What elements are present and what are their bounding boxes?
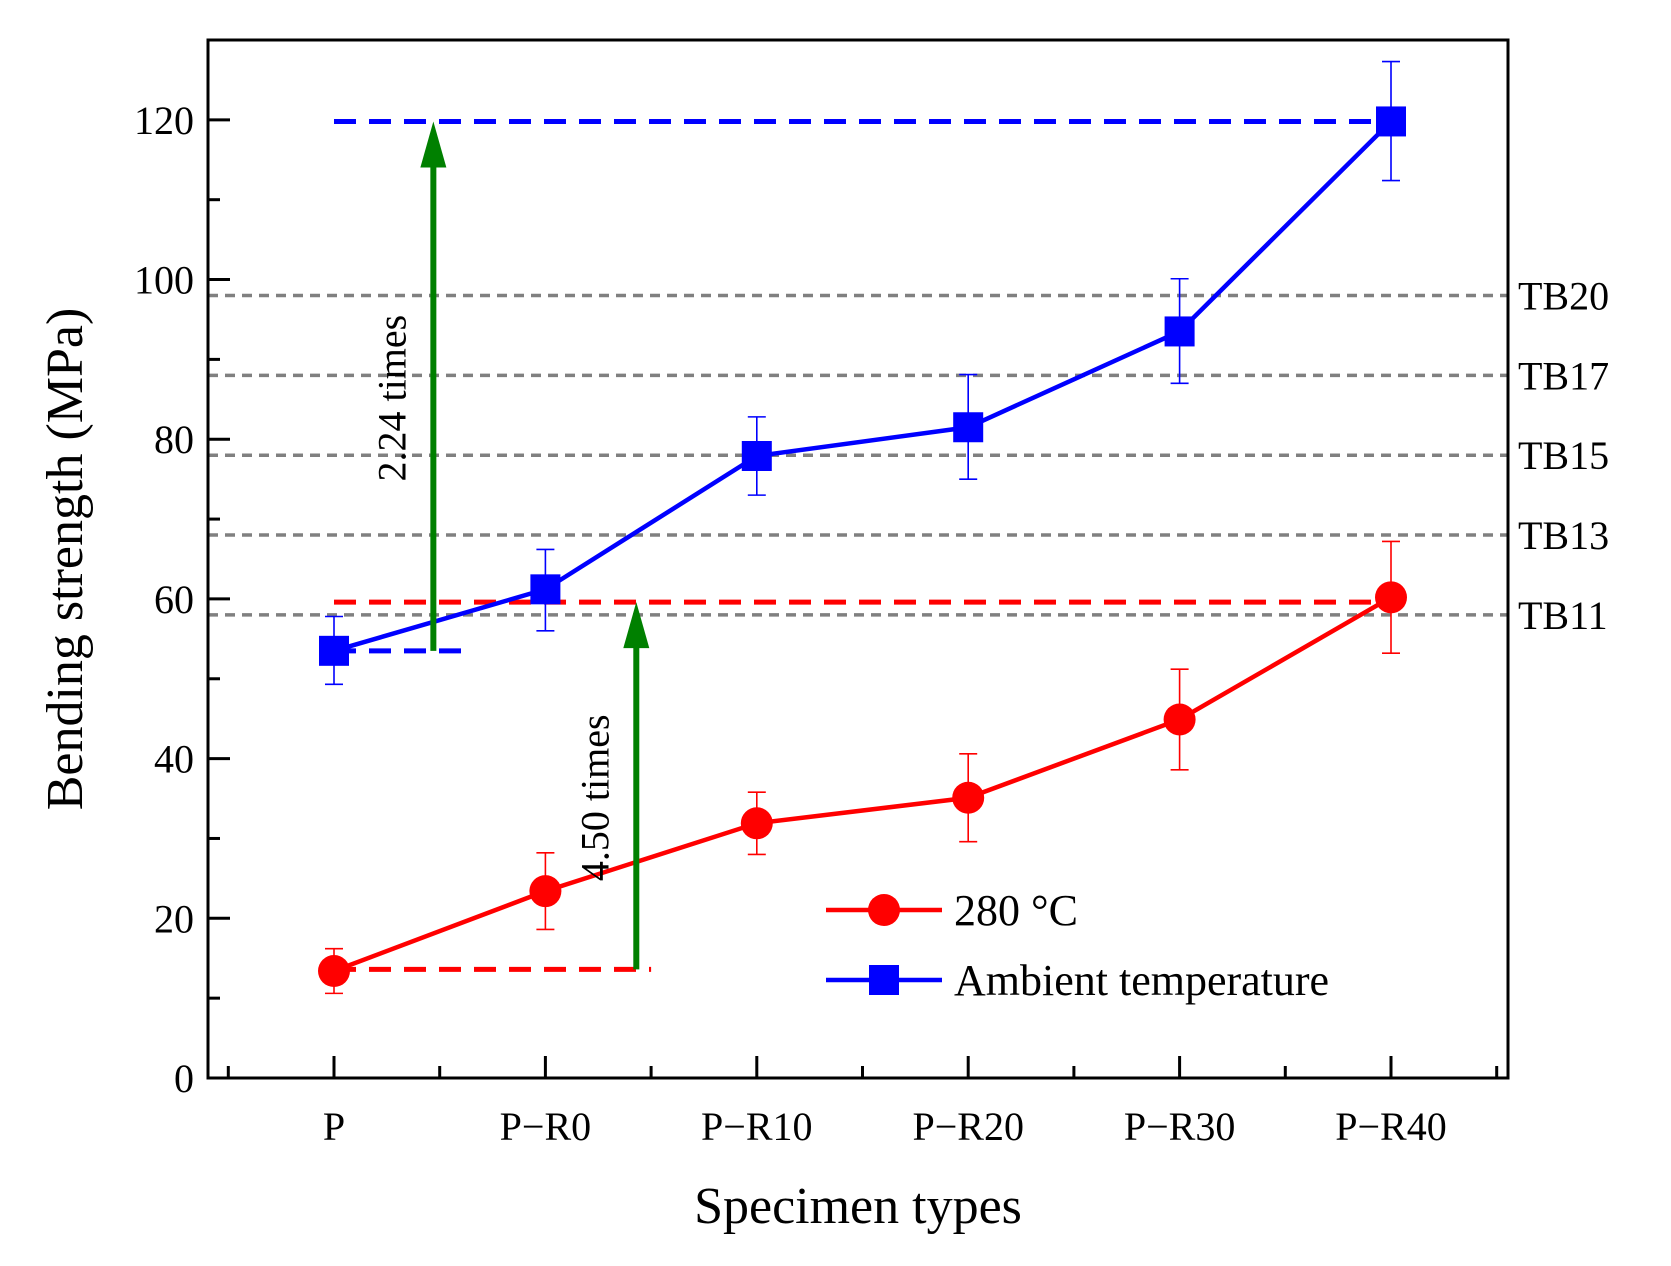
arrow-label-0: 2.24 times (369, 315, 414, 482)
y-tick-label: 40 (154, 737, 194, 782)
data-point-square (530, 574, 561, 605)
reference-label-tb13: TB13 (1518, 513, 1609, 558)
plot-frame (206, 38, 1510, 1080)
legend-marker-circle (868, 894, 900, 926)
reference-label-tb20: TB20 (1518, 274, 1609, 319)
legend: 280 °C Ambient temperature (826, 886, 1329, 1005)
y-axis-title: Bending strength (MPa) (37, 308, 94, 811)
series-ambient (319, 60, 1406, 686)
arrows-layer: 2.24 times 4.50 times (369, 121, 650, 970)
x-tick-label: P−R0 (500, 1104, 591, 1149)
data-point-circle (740, 807, 773, 840)
legend-marker-square (869, 965, 899, 995)
legend-label-1: Ambient temperature (954, 956, 1329, 1005)
reference-lines: TB20 TB17 TB15 TB13 TB11 (208, 274, 1609, 638)
arrow-head-1 (623, 602, 650, 649)
data-point-circle (1375, 581, 1407, 614)
x-axis-title: Specimen types (694, 1178, 1022, 1235)
arrow-label-1: 4.50 times (572, 714, 617, 881)
axes: 0 20 40 60 80 100 120 P P−R0 P−R10 P−R20 P−R30 P−R40… (37, 38, 1510, 1235)
series-layer (318, 60, 1407, 995)
arrow-head-0 (420, 121, 447, 168)
dashed-level-lines (334, 118, 1391, 972)
series-hot (318, 540, 1407, 995)
y-tick-label: 60 (154, 577, 194, 622)
data-point-square (319, 635, 349, 666)
y-tick-label: 0 (174, 1056, 194, 1101)
data-point-square (1164, 316, 1195, 347)
reference-label-tb17: TB17 (1518, 353, 1609, 398)
x-tick-label: P−R10 (701, 1104, 812, 1149)
data-point-circle (318, 955, 350, 988)
data-point-circle (952, 781, 985, 814)
x-tick-label: P−R20 (912, 1104, 1023, 1149)
x-tick-label: P (323, 1104, 345, 1149)
reference-label-tb11: TB11 (1518, 593, 1608, 638)
data-point-square (1376, 106, 1406, 137)
y-tick-label: 80 (154, 417, 194, 462)
y-tick-label: 100 (134, 258, 194, 303)
data-point-square (741, 440, 772, 471)
data-point-square (953, 412, 984, 443)
series-line (333, 595, 1393, 974)
data-point-circle (529, 875, 562, 908)
series-line (333, 119, 1393, 653)
x-tick-label: P−R30 (1124, 1104, 1235, 1149)
legend-label-0: 280 °C (954, 886, 1078, 935)
data-point-circle (1163, 703, 1196, 736)
x-tick-label: P−R40 (1335, 1104, 1446, 1149)
reference-label-tb15: TB15 (1518, 433, 1609, 478)
y-tick-label: 120 (134, 98, 194, 143)
y-tick-label: 20 (154, 896, 194, 941)
